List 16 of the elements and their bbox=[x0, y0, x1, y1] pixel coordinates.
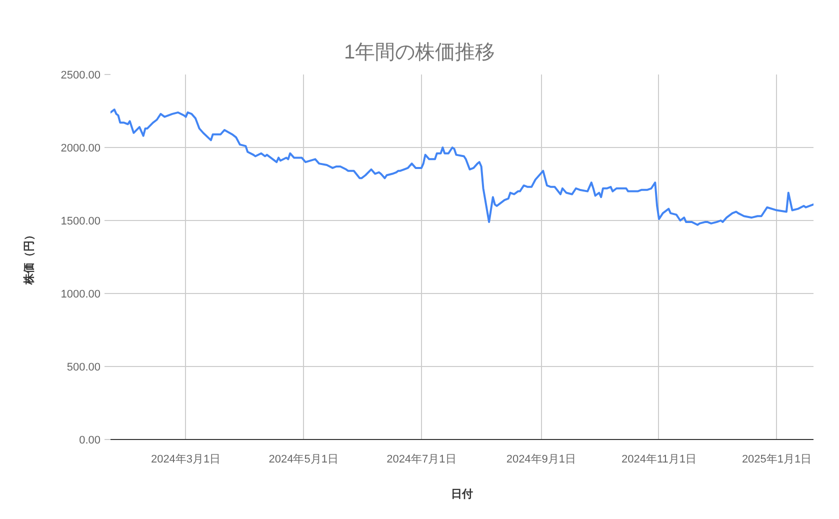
y-tick-label: 1000.00 bbox=[60, 288, 101, 300]
y-tick-label: 0.00 bbox=[79, 434, 101, 446]
x-tick-label: 2024年5月1日 bbox=[268, 454, 338, 466]
chart-title: 1年間の株価推移 bbox=[344, 42, 496, 64]
y-tick-label: 2000.00 bbox=[60, 142, 101, 154]
x-tick-label: 2024年11月1日 bbox=[621, 454, 697, 466]
line-series bbox=[110, 108, 814, 226]
y-tick-label: 2500.00 bbox=[60, 70, 101, 82]
x-tick-label: 2025年1月1日 bbox=[742, 454, 812, 466]
y-tick-label: 1500.00 bbox=[60, 216, 101, 228]
y-axis-title: 株価（円） bbox=[22, 230, 36, 286]
x-tick-label: 2024年7月1日 bbox=[386, 454, 456, 466]
x-tick-label: 2024年9月1日 bbox=[506, 454, 576, 466]
y-tick-label: 500.00 bbox=[66, 362, 101, 374]
x-tick-label: 2024年3月1日 bbox=[150, 454, 221, 466]
x-axis-title: 日付 bbox=[451, 488, 473, 500]
